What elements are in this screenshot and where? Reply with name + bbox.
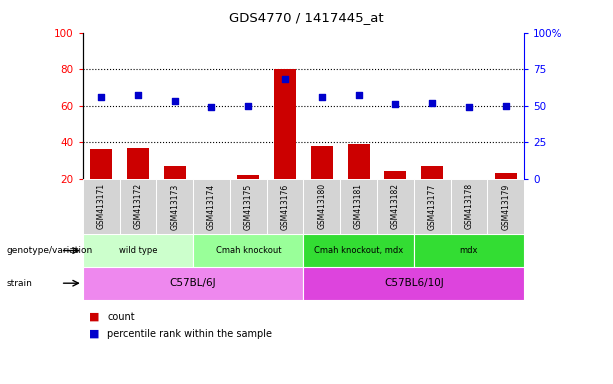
Point xyxy=(207,104,216,110)
Point xyxy=(501,103,511,109)
Bar xyxy=(120,179,156,234)
Bar xyxy=(348,144,370,179)
Bar xyxy=(421,166,443,179)
Point xyxy=(427,99,437,106)
Text: GSM413180: GSM413180 xyxy=(318,183,326,230)
Bar xyxy=(340,179,377,234)
Bar xyxy=(303,234,414,267)
Bar xyxy=(230,179,267,234)
Text: GSM413175: GSM413175 xyxy=(244,183,253,230)
Bar xyxy=(274,69,296,179)
Text: C57BL6/10J: C57BL6/10J xyxy=(384,278,444,288)
Text: GSM413172: GSM413172 xyxy=(134,183,142,230)
Bar xyxy=(83,179,120,234)
Point xyxy=(96,94,106,100)
Text: Cmah knockout, mdx: Cmah knockout, mdx xyxy=(314,246,403,255)
Text: Cmah knockout: Cmah knockout xyxy=(216,246,281,255)
Point xyxy=(354,92,364,98)
Text: GSM413178: GSM413178 xyxy=(465,183,473,230)
Bar xyxy=(487,179,524,234)
Text: count: count xyxy=(107,312,135,322)
Bar xyxy=(237,175,259,179)
Text: percentile rank within the sample: percentile rank within the sample xyxy=(107,329,272,339)
Text: GDS4770 / 1417445_at: GDS4770 / 1417445_at xyxy=(229,12,384,25)
Text: GSM413174: GSM413174 xyxy=(207,183,216,230)
Point xyxy=(243,103,253,109)
Bar xyxy=(83,267,303,300)
Text: ■: ■ xyxy=(89,329,99,339)
Bar xyxy=(90,149,112,179)
Bar xyxy=(303,179,340,234)
Text: GSM413171: GSM413171 xyxy=(97,183,105,230)
Text: wild type: wild type xyxy=(119,246,157,255)
Bar xyxy=(83,234,193,267)
Bar xyxy=(451,179,487,234)
Text: ■: ■ xyxy=(89,312,99,322)
Text: GSM413173: GSM413173 xyxy=(170,183,179,230)
Bar xyxy=(414,234,524,267)
Bar xyxy=(193,179,230,234)
Text: GSM413179: GSM413179 xyxy=(501,183,510,230)
Point xyxy=(464,104,474,110)
Text: GSM413176: GSM413176 xyxy=(281,183,289,230)
Text: mdx: mdx xyxy=(460,246,478,255)
Bar xyxy=(311,146,333,179)
Bar xyxy=(414,179,451,234)
Bar xyxy=(303,267,524,300)
Text: GSM413181: GSM413181 xyxy=(354,184,363,229)
Bar xyxy=(193,234,303,267)
Bar xyxy=(495,173,517,179)
Bar xyxy=(384,171,406,179)
Bar xyxy=(267,179,303,234)
Text: genotype/variation: genotype/variation xyxy=(6,246,93,255)
Text: GSM413177: GSM413177 xyxy=(428,183,436,230)
Point xyxy=(280,76,290,83)
Bar xyxy=(156,179,193,234)
Text: C57BL/6J: C57BL/6J xyxy=(170,278,216,288)
Text: strain: strain xyxy=(6,279,32,288)
Bar xyxy=(377,179,414,234)
Point xyxy=(133,92,143,98)
Bar xyxy=(127,147,149,179)
Point xyxy=(390,101,400,107)
Point xyxy=(170,98,180,104)
Bar xyxy=(164,166,186,179)
Text: GSM413182: GSM413182 xyxy=(391,184,400,229)
Point xyxy=(317,94,327,100)
